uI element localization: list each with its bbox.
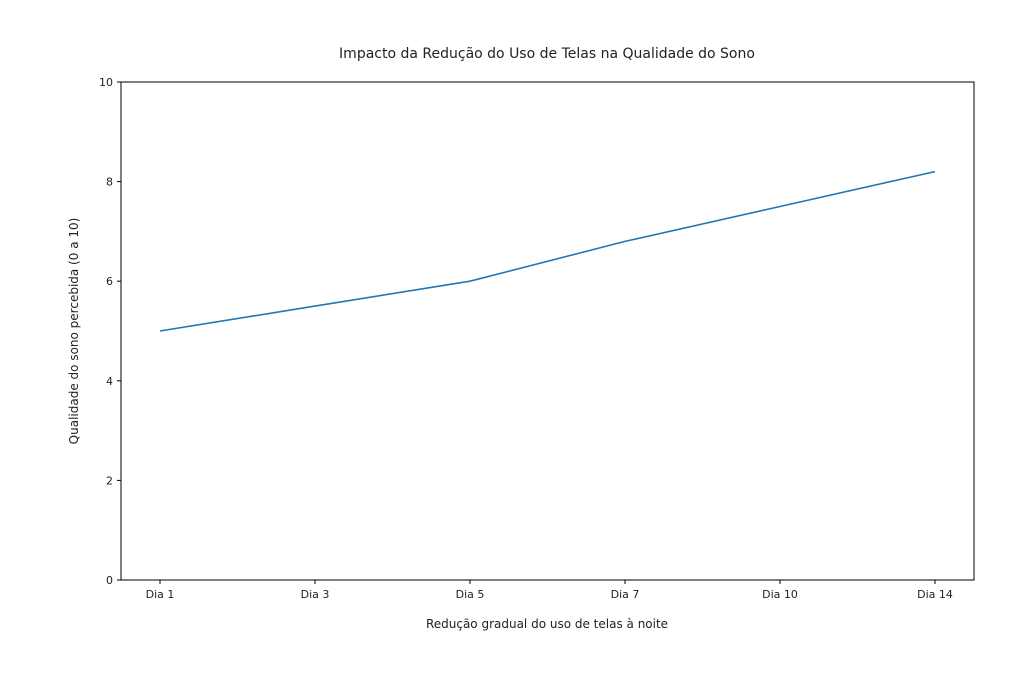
x-axis-title: Redução gradual do uso de telas à noite <box>426 617 668 631</box>
y-tick-label: 6 <box>106 275 113 288</box>
series-line <box>159 170 936 332</box>
y-tick-label: 10 <box>99 76 113 89</box>
series-layer <box>159 170 936 332</box>
x-tick-label: Dia 7 <box>611 588 640 601</box>
plot-area <box>120 81 975 581</box>
chart-title: Impacto da Redução do Uso de Telas na Qu… <box>339 46 755 62</box>
y-tick-label: 8 <box>106 176 113 189</box>
x-axis: Dia 1 Dia 3 Dia 5 Dia 7 Dia 10 Dia 14 <box>146 580 953 601</box>
y-tick-label: 0 <box>106 574 113 587</box>
y-tick-label: 4 <box>106 375 113 388</box>
y-axis: 0 2 4 6 8 10 <box>99 76 121 587</box>
x-tick-label: Dia 5 <box>456 588 485 601</box>
x-tick-label: Dia 3 <box>301 588 330 601</box>
y-axis-title: Qualidade do sono percebida (0 a 10) <box>67 218 81 445</box>
y-tick-label: 2 <box>106 474 113 487</box>
x-tick-label: Dia 14 <box>917 588 953 601</box>
x-tick-label: Dia 1 <box>146 588 175 601</box>
x-tick-label: Dia 10 <box>762 588 798 601</box>
